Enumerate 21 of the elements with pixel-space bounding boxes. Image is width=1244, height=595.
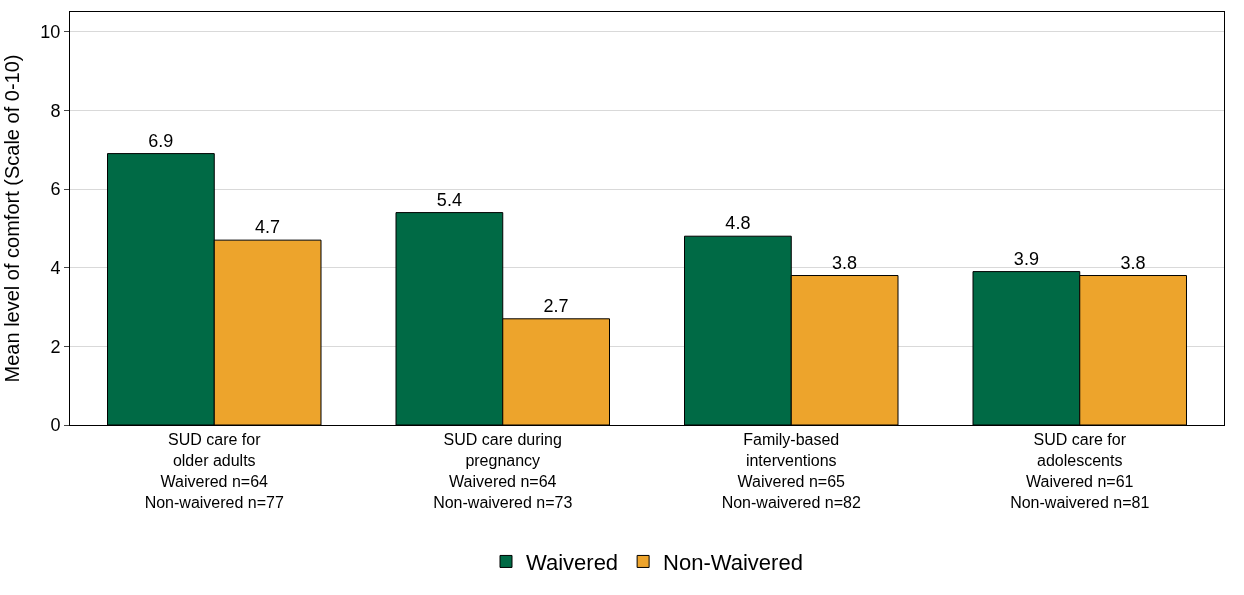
data-label: 4.8 bbox=[725, 213, 751, 234]
x-tick-label: SUD care for adolescents Waivered n=61 Non-waivered n=81 bbox=[1010, 431, 1150, 511]
data-label: 4.7 bbox=[255, 217, 281, 238]
y-tick-label: 10 bbox=[40, 21, 61, 42]
y-axis-title: Mean level of comfort (Scale of 0-10) bbox=[0, 54, 23, 383]
y-tick-label: 8 bbox=[50, 100, 61, 121]
data-label: 6.9 bbox=[148, 130, 174, 151]
y-tick-label: 0 bbox=[50, 415, 61, 436]
y-tick-label: 4 bbox=[50, 257, 61, 278]
data-label: 5.4 bbox=[436, 189, 462, 210]
y-tick-label: 2 bbox=[50, 336, 61, 357]
legend-label: Waivered bbox=[526, 550, 619, 576]
y-tick-label: 6 bbox=[50, 179, 61, 200]
x-tick-label: SUD care for older adults Waivered n=64 Non-waivered n=77 bbox=[144, 431, 284, 511]
data-label: 3.8 bbox=[832, 252, 858, 273]
x-tick-label: SUD care during pregnancy Waivered n=64 Non-waivered n=73 bbox=[433, 431, 573, 511]
data-label: 2.7 bbox=[543, 295, 569, 316]
data-label: 3.8 bbox=[1120, 252, 1146, 273]
data-label: 3.9 bbox=[1013, 248, 1039, 269]
legend-label: Non-Waivered bbox=[663, 550, 803, 576]
x-tick-label: Family-based interventions Waivered n=65 Non-waivered n=82 bbox=[721, 431, 861, 511]
